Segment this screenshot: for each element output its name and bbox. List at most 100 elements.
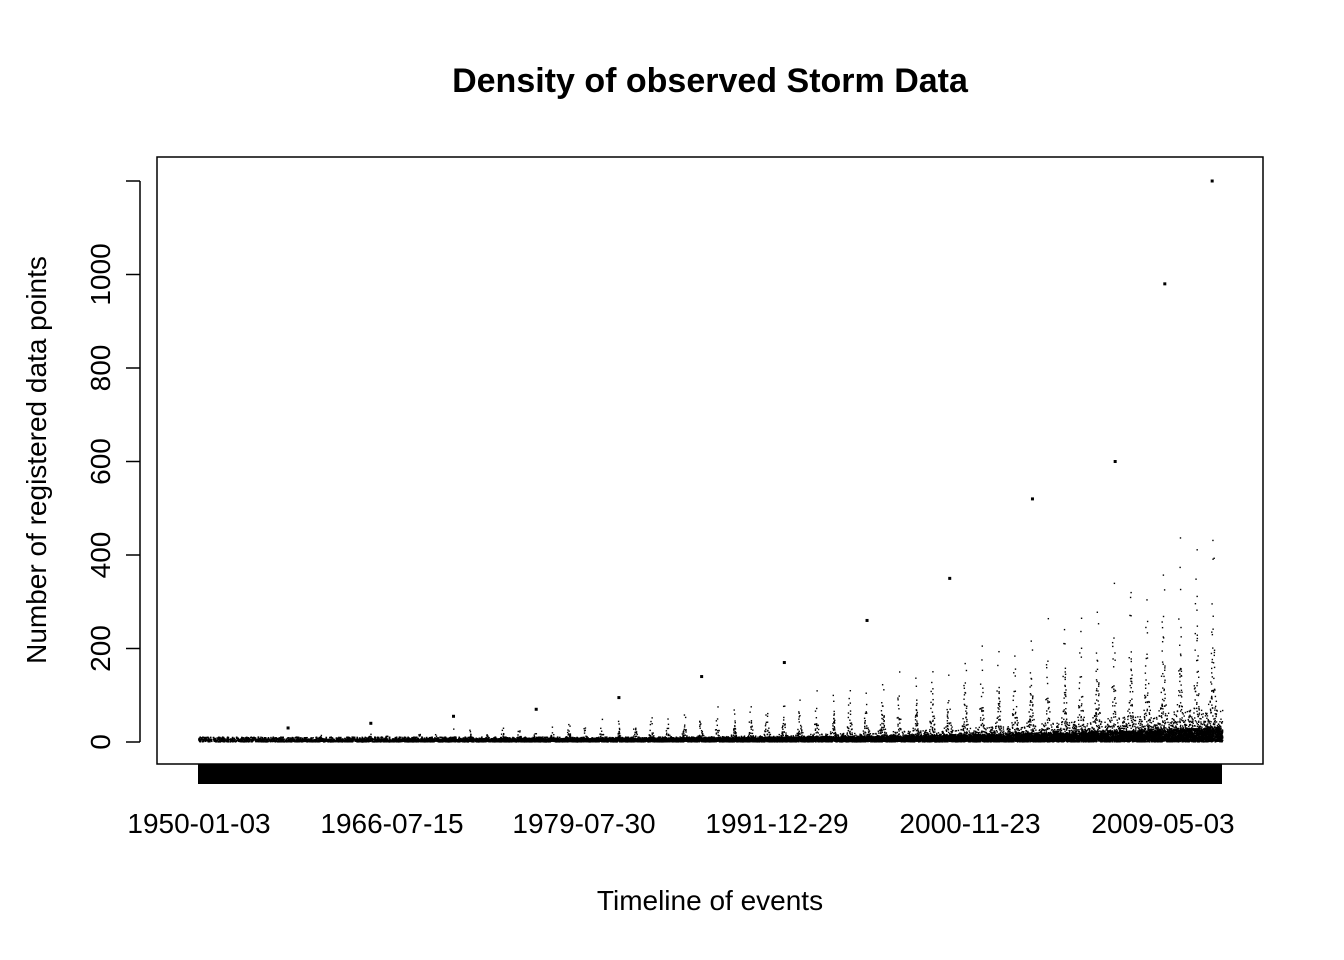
data-point xyxy=(543,741,546,743)
data-point xyxy=(505,740,507,742)
data-point xyxy=(633,739,635,742)
data-point xyxy=(551,732,554,734)
data-point xyxy=(373,741,375,743)
data-point xyxy=(650,720,652,723)
data-point xyxy=(506,739,509,741)
data-point xyxy=(563,738,565,740)
data-point xyxy=(600,730,603,732)
data-point xyxy=(461,740,464,743)
data-point xyxy=(614,737,616,740)
data-points xyxy=(198,179,1224,743)
data-point xyxy=(601,734,603,736)
data-point xyxy=(302,740,304,743)
data-point xyxy=(651,732,653,734)
data-point xyxy=(368,740,370,743)
data-point xyxy=(482,739,485,741)
data-point xyxy=(668,741,670,743)
data-point xyxy=(667,733,670,736)
data-point xyxy=(568,723,570,726)
data-point xyxy=(517,734,519,736)
data-point xyxy=(474,738,476,740)
data-point xyxy=(585,735,587,737)
data-point xyxy=(624,739,627,741)
data-point xyxy=(667,723,670,726)
data-point xyxy=(401,740,404,742)
data-point xyxy=(623,737,625,739)
data-point xyxy=(681,741,684,743)
data-point xyxy=(634,731,636,734)
data-point xyxy=(495,738,498,741)
data-point xyxy=(649,734,652,737)
data-point xyxy=(533,736,536,739)
data-point xyxy=(327,741,330,743)
data-point xyxy=(647,741,649,743)
data-point xyxy=(667,734,670,737)
data-point xyxy=(470,740,472,742)
data-point xyxy=(586,735,588,738)
data-point xyxy=(293,740,295,743)
data-point xyxy=(551,726,554,728)
data-point xyxy=(619,735,621,737)
data-point xyxy=(357,741,359,743)
data-point xyxy=(503,737,505,740)
data-point xyxy=(280,741,283,743)
data-point xyxy=(618,732,620,734)
data-point xyxy=(418,735,421,737)
data-point xyxy=(515,738,517,741)
data-point xyxy=(481,740,483,743)
data-point xyxy=(635,731,637,734)
data-point xyxy=(418,734,420,736)
data-point xyxy=(262,741,264,743)
data-point xyxy=(465,739,467,742)
data-point xyxy=(533,735,536,738)
data-point xyxy=(649,735,651,738)
data-point xyxy=(502,732,505,735)
data-point xyxy=(380,738,382,740)
data-point xyxy=(613,738,616,741)
data-point xyxy=(407,738,409,741)
data-point xyxy=(566,731,569,734)
data-point xyxy=(633,735,635,737)
data-point xyxy=(612,741,614,743)
data-point xyxy=(554,737,556,739)
data-point xyxy=(592,740,595,742)
data-point xyxy=(199,738,201,741)
data-point xyxy=(567,729,569,731)
data-point xyxy=(644,740,646,743)
data-point xyxy=(452,714,456,718)
data-point xyxy=(635,735,638,737)
data-point xyxy=(469,739,472,741)
data-point xyxy=(455,738,458,740)
data-point xyxy=(500,739,502,741)
data-point xyxy=(475,739,477,741)
data-point xyxy=(419,733,421,736)
data-point xyxy=(519,731,521,733)
data-point xyxy=(409,738,411,740)
data-point xyxy=(337,741,339,743)
data-point xyxy=(552,737,554,739)
data-point xyxy=(634,741,636,743)
data-point xyxy=(664,736,666,738)
data-point xyxy=(397,738,400,741)
data-point xyxy=(635,738,638,740)
data-point xyxy=(567,734,569,736)
data-point xyxy=(365,740,368,742)
data-point xyxy=(648,734,650,736)
data-point xyxy=(583,727,585,730)
data-point xyxy=(670,740,673,743)
data-point xyxy=(360,741,363,743)
data-point xyxy=(642,738,644,740)
data-point xyxy=(665,733,668,736)
data-point xyxy=(292,738,294,740)
data-point xyxy=(683,732,685,734)
data-point xyxy=(542,740,544,743)
data-point xyxy=(570,741,573,743)
data-point xyxy=(590,739,592,741)
data-point xyxy=(1210,179,1214,183)
data-point xyxy=(634,735,637,738)
data-point xyxy=(651,717,653,719)
data-point xyxy=(234,740,236,743)
data-point xyxy=(1113,460,1117,463)
data-point xyxy=(270,738,272,740)
data-point xyxy=(501,729,504,732)
